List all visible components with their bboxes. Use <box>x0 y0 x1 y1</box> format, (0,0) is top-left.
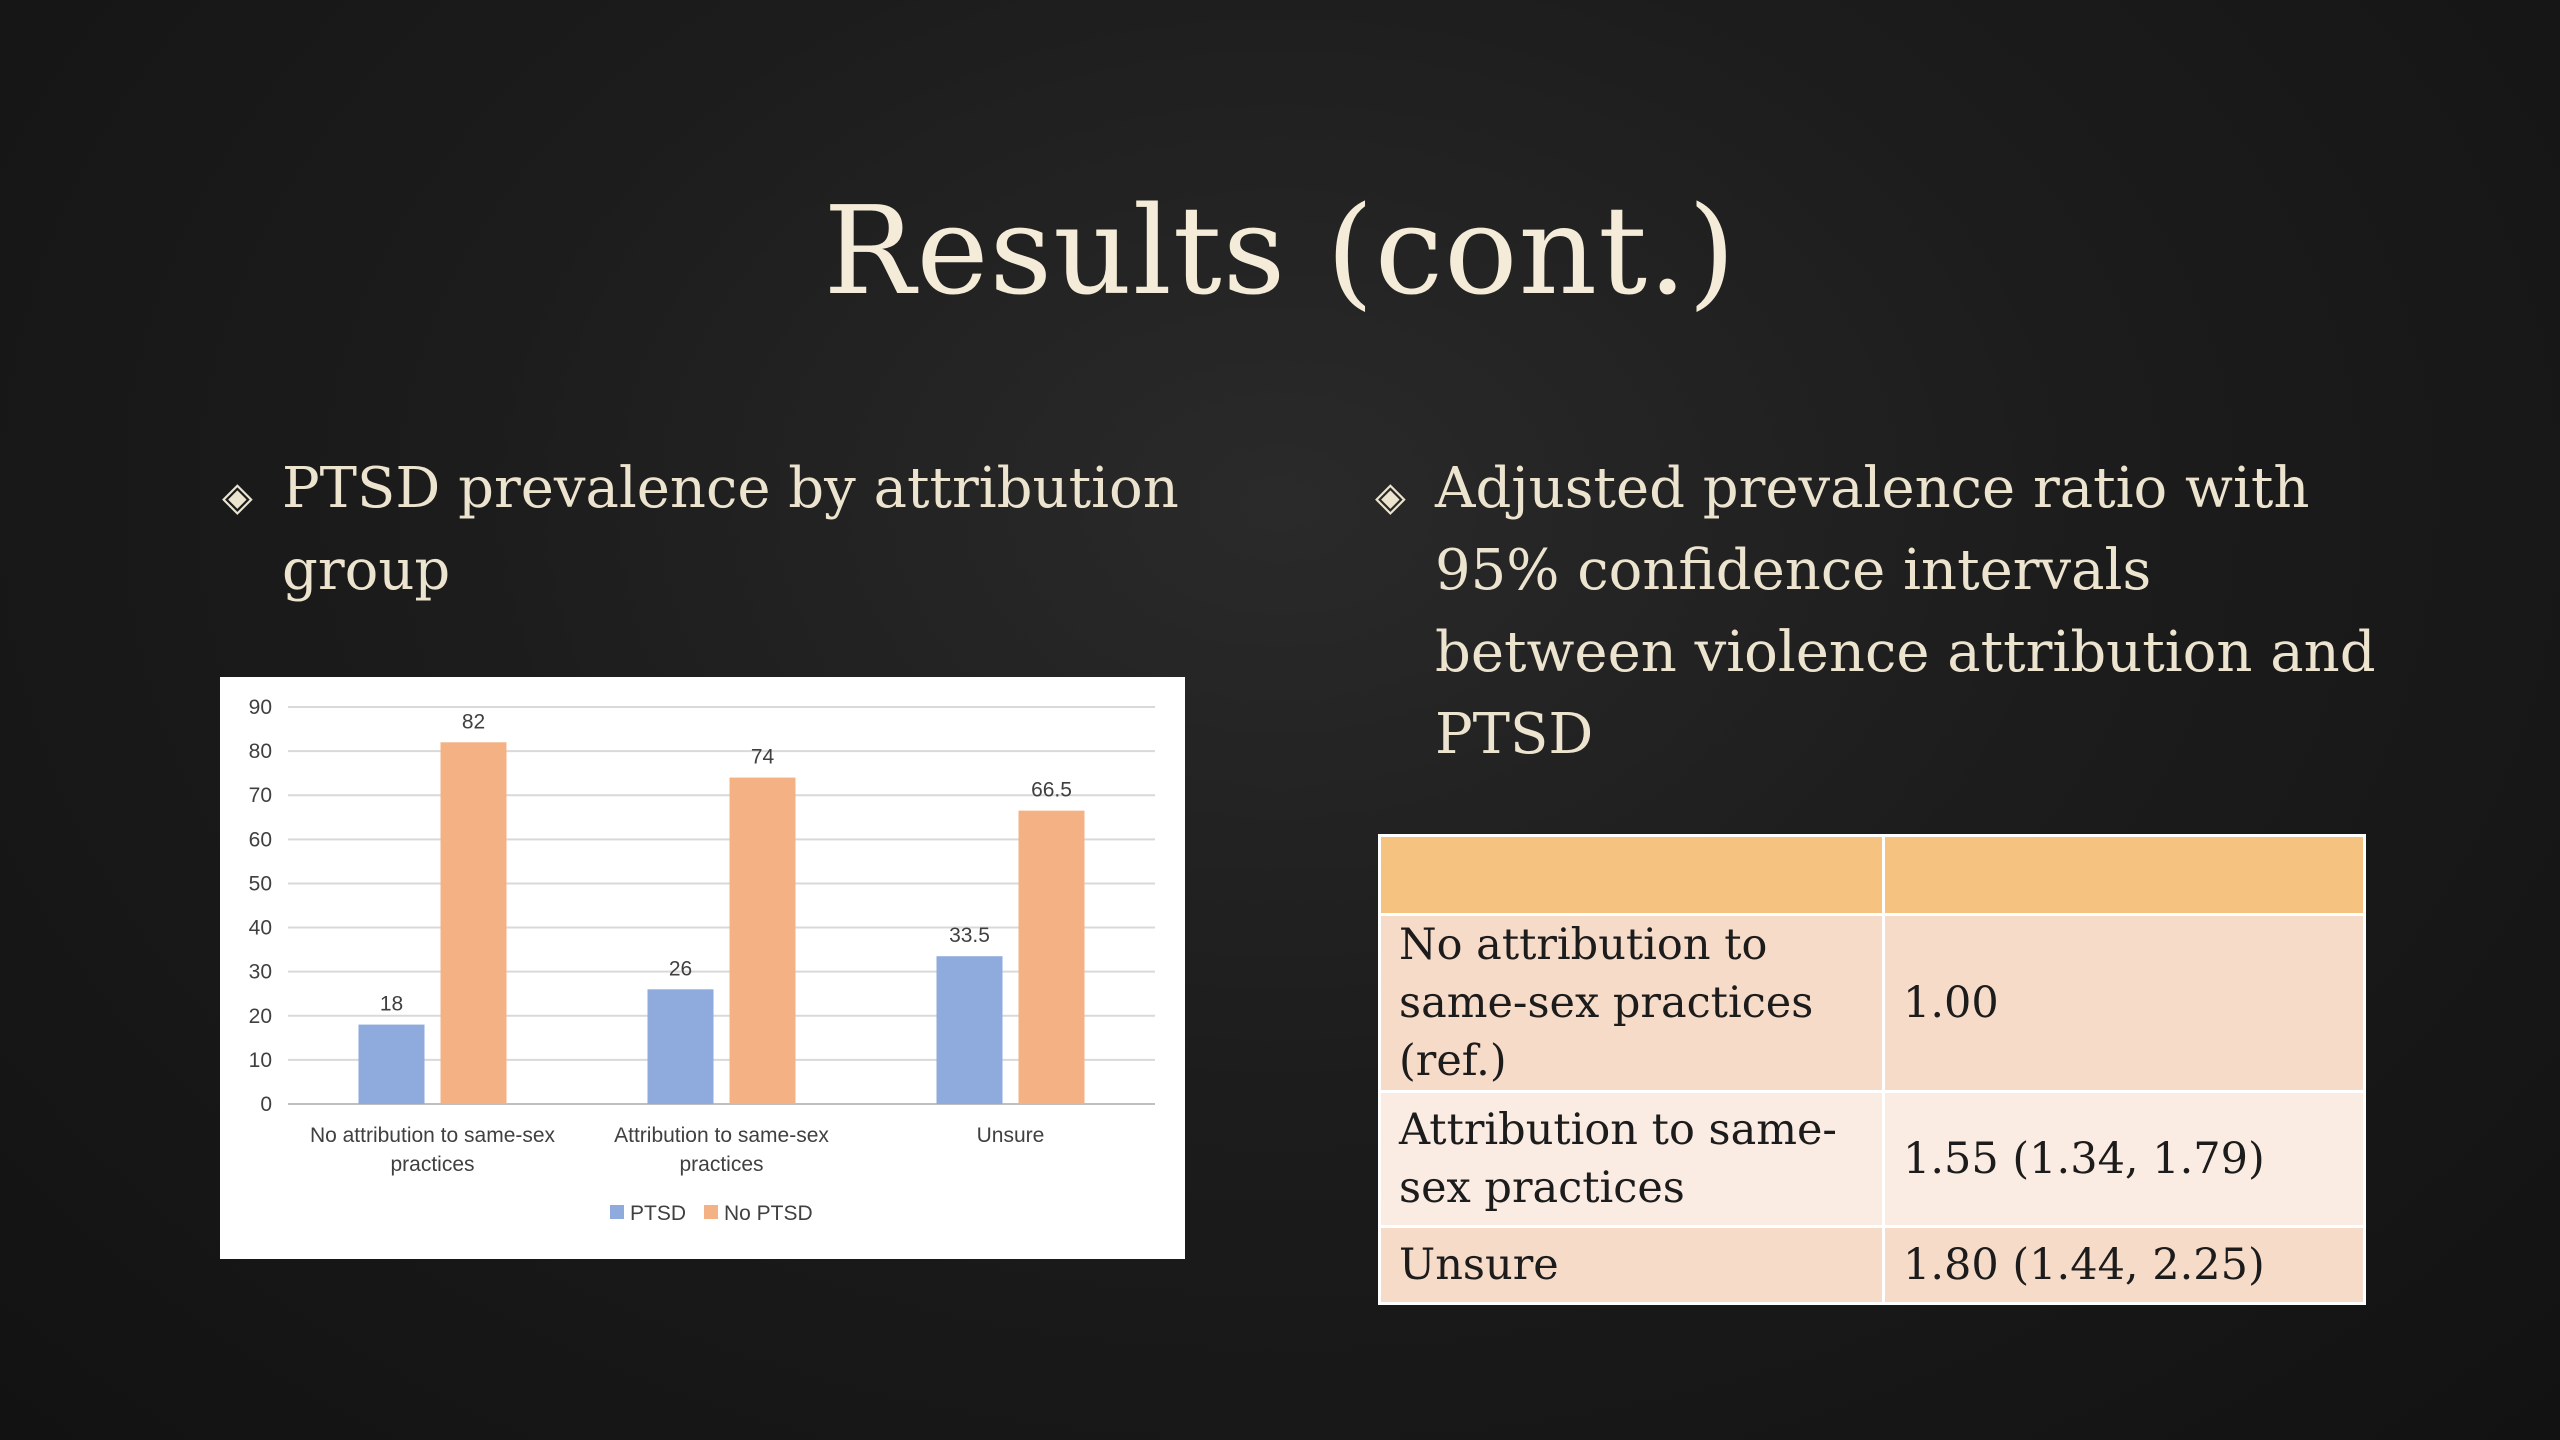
y-tick-label: 30 <box>249 961 272 984</box>
data-label: 74 <box>751 746 775 769</box>
table-row-value: 1.55 (1.34, 1.79) <box>1882 1090 2366 1228</box>
data-label: 18 <box>380 993 403 1016</box>
bar-chart-svg: 0 10 20 30 40 50 60 70 80 90 18 82 No attribution to… <box>249 696 1155 1225</box>
y-tick-label: 70 <box>249 784 272 807</box>
category-label: practices <box>390 1153 474 1176</box>
legend-label: No PTSD <box>724 1202 813 1225</box>
y-tick-label: 0 <box>260 1093 272 1116</box>
bullet-left: ◈ PTSD prevalence by attribution group <box>222 448 1222 618</box>
legend-swatch <box>610 1205 624 1219</box>
y-tick-label: 60 <box>249 828 272 851</box>
y-tick-label: 20 <box>249 1005 272 1028</box>
bullet-right: ◈ Adjusted prevalence ratio with 95% con… <box>1375 448 2376 767</box>
data-label: 82 <box>462 710 485 733</box>
table-row-value: 1.00 <box>1882 913 2366 1093</box>
legend-swatch <box>704 1205 718 1219</box>
bullet-left-text: PTSD prevalence by attribution group <box>282 456 1179 603</box>
y-tick-label: 80 <box>249 740 272 763</box>
y-tick-label: 90 <box>249 696 272 719</box>
category-label: Attribution to same-sex <box>614 1124 829 1147</box>
data-label: 66.5 <box>1031 779 1072 802</box>
legend-label: PTSD <box>630 1202 686 1225</box>
diamond-bullet-icon: ◈ <box>222 474 253 520</box>
bar <box>647 989 714 1104</box>
diamond-bullet-icon: ◈ <box>1375 474 1406 520</box>
bar <box>358 1024 425 1104</box>
slide-title: Results (cont.) <box>823 180 1737 322</box>
table-row-value: 1.80 (1.44, 2.25) <box>1882 1225 2366 1305</box>
table-header-row <box>1378 834 2366 916</box>
table-row-label: Attribution to same-sex practices <box>1378 1090 1885 1228</box>
y-tick-label: 10 <box>249 1049 272 1072</box>
table-header-cell <box>1378 834 1885 916</box>
y-tick-label: 40 <box>249 917 272 940</box>
table-row-label: No attribution to same-sex practices (re… <box>1378 913 1885 1093</box>
category-label: practices <box>679 1153 763 1176</box>
category-label: Unsure <box>977 1124 1045 1147</box>
prevalence-ratio-table: No attribution to same-sex practices (re… <box>1378 834 2366 1305</box>
data-label: 26 <box>669 957 692 980</box>
bar <box>729 777 796 1104</box>
table-row: Unsure 1.80 (1.44, 2.25) <box>1378 1225 2366 1305</box>
bullet-right-text: Adjusted prevalence ratio with 95% confi… <box>1435 456 2376 767</box>
table-row: No attribution to same-sex practices (re… <box>1378 913 2366 1093</box>
table-row: Attribution to same-sex practices 1.55 (… <box>1378 1090 2366 1228</box>
bar-chart: 0 10 20 30 40 50 60 70 80 90 18 82 No attribution to… <box>220 677 1185 1259</box>
bar <box>1018 810 1085 1104</box>
table-row-label: Unsure <box>1378 1225 1885 1305</box>
data-label: 33.5 <box>949 924 990 947</box>
table-header-cell <box>1882 834 2366 916</box>
category-label: No attribution to same-sex <box>310 1124 556 1147</box>
bar <box>440 742 507 1104</box>
y-tick-label: 50 <box>249 872 272 895</box>
bar <box>936 956 1003 1104</box>
